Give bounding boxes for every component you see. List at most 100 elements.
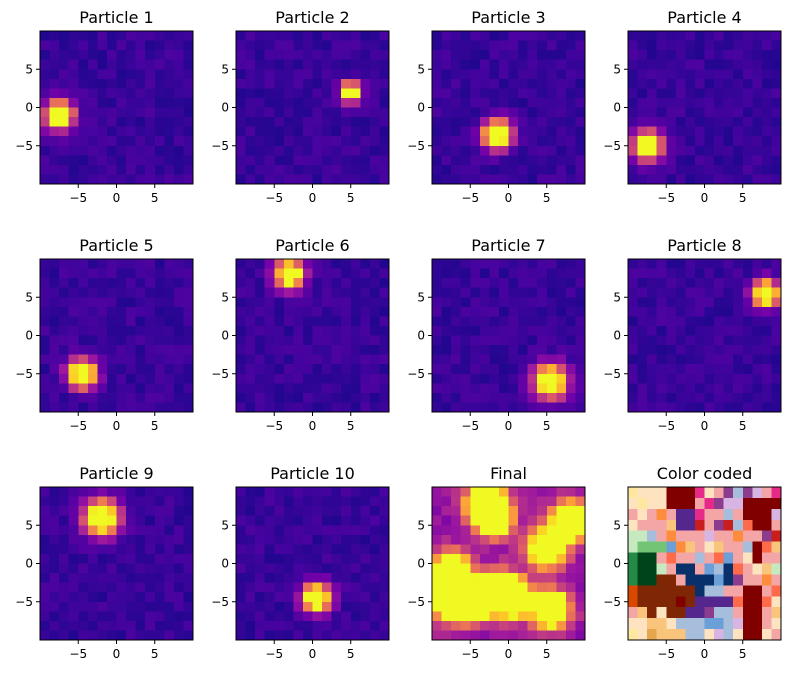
heatmap-cell [546, 164, 557, 175]
heatmap-cell [173, 601, 184, 612]
y-tick-label: 0 [613, 557, 621, 571]
heatmap-cell [245, 592, 256, 603]
panel: Particle 5−5 0 550−5 [15, 236, 194, 433]
heatmap-cell [255, 373, 266, 384]
heatmap-cell [302, 259, 313, 270]
heatmap-cell [40, 287, 51, 298]
heatmap-cell [479, 40, 490, 51]
y-tick-label: −5 [15, 595, 33, 609]
heatmap-cell [341, 287, 352, 298]
heatmap-cell [283, 553, 294, 564]
heatmap-cell [771, 88, 782, 99]
heatmap-cell [575, 145, 586, 156]
heatmap-cell [704, 364, 715, 375]
x-tick-label: −5 [69, 647, 87, 661]
heatmap-cell [135, 373, 146, 384]
heatmap-cell [350, 620, 361, 631]
heatmap-cell [432, 364, 443, 375]
heatmap-cell [647, 487, 658, 499]
heatmap-cell [350, 164, 361, 175]
heatmap-cell [752, 88, 763, 99]
heatmap-cell [49, 164, 60, 175]
x-tick-label: 5 [347, 191, 355, 205]
heatmap-cell [302, 563, 313, 574]
heatmap-cell [546, 601, 557, 612]
heatmap-cell [742, 574, 753, 586]
heatmap-cell [723, 335, 734, 346]
heatmap-cell [656, 563, 667, 575]
heatmap-cell [369, 325, 380, 336]
heatmap-cell [694, 107, 705, 118]
heatmap-cell [302, 268, 313, 279]
heatmap-cell [479, 354, 490, 365]
heatmap-cell [666, 97, 677, 108]
heatmap-cell [274, 383, 285, 394]
heatmap-cell [135, 534, 146, 545]
heatmap-cell [68, 563, 79, 574]
heatmap-cell [518, 88, 529, 99]
panel-title: Final [490, 464, 527, 483]
heatmap-cell [752, 519, 763, 532]
panel-title: Particle 6 [275, 236, 349, 255]
heatmap-cell [546, 630, 557, 641]
heatmap-cell [135, 496, 146, 507]
heatmap-cell [771, 392, 782, 403]
heatmap-cell [685, 155, 696, 166]
heatmap-cell [460, 601, 471, 612]
panel-title: Particle 5 [79, 236, 153, 255]
heatmap-cell [312, 88, 323, 99]
heatmap-cell [245, 107, 256, 118]
x-tick-label: 5 [151, 419, 159, 433]
heatmap-cell [97, 563, 108, 574]
heatmap-cell [154, 496, 165, 507]
heatmap-cell [97, 164, 108, 175]
heatmap-cell [761, 31, 772, 42]
heatmap-cell [537, 97, 548, 108]
heatmap-cell [360, 373, 371, 384]
heatmap-cell [245, 88, 256, 99]
heatmap-cell [236, 335, 247, 346]
heatmap-cell [742, 97, 753, 108]
heatmap-cell [518, 383, 529, 394]
heatmap-cell [164, 592, 175, 603]
heatmap-cell [714, 345, 725, 356]
heatmap-cell [350, 563, 361, 574]
heatmap-cell [97, 525, 108, 536]
heatmap-cell [498, 107, 509, 118]
heatmap-cell [752, 107, 763, 118]
heatmap-cell [312, 287, 323, 298]
heatmap-cell [432, 630, 443, 641]
heatmap-cell [637, 316, 648, 327]
heatmap-cell [135, 268, 146, 279]
heatmap-cell [350, 345, 361, 356]
heatmap-cell [432, 563, 443, 574]
heatmap-cell [245, 611, 256, 622]
heatmap-cell [479, 164, 490, 175]
heatmap-cell [666, 278, 677, 289]
heatmap-cell [274, 97, 285, 108]
heatmap-cell [518, 40, 529, 51]
heatmap-cell [49, 59, 60, 70]
heatmap-cell [733, 174, 744, 185]
heatmap-cell [470, 155, 481, 166]
heatmap-cell [537, 136, 548, 147]
heatmap-cell [68, 145, 79, 156]
heatmap-cell [40, 155, 51, 166]
heatmap-cell [245, 155, 256, 166]
heatmap-cell [116, 117, 127, 128]
heatmap-cell [341, 354, 352, 365]
y-tick-label: −5 [407, 595, 425, 609]
heatmap-cell [369, 145, 380, 156]
heatmap-cell [369, 611, 380, 622]
heatmap-cell [498, 525, 509, 536]
heatmap-cell [733, 155, 744, 166]
heatmap-cell [498, 40, 509, 51]
heatmap-cell [106, 69, 117, 80]
heatmap-cell [350, 306, 361, 317]
heatmap-cell [470, 174, 481, 185]
heatmap-cell [460, 364, 471, 375]
heatmap-cell [341, 487, 352, 498]
heatmap-cell [647, 59, 658, 70]
heatmap-cell [575, 59, 586, 70]
heatmap-cell [264, 31, 275, 42]
